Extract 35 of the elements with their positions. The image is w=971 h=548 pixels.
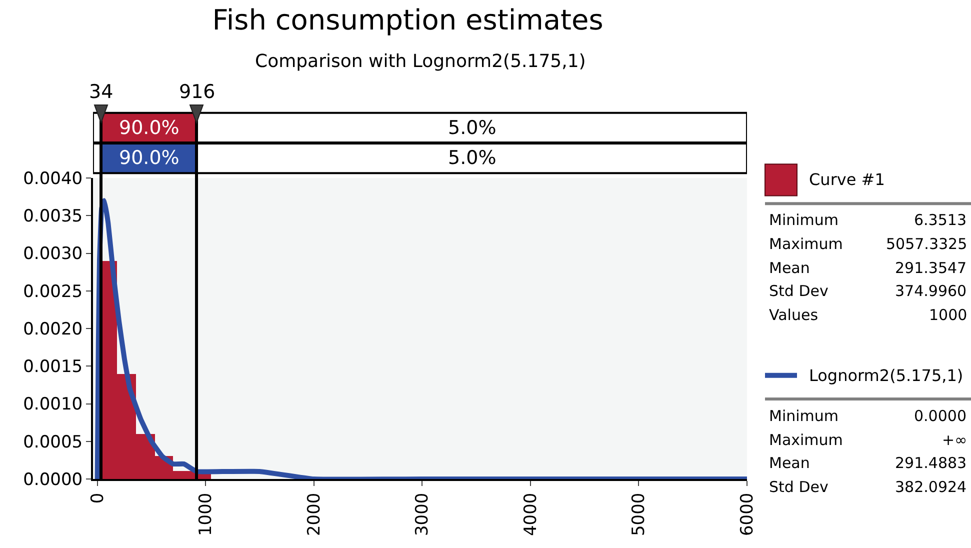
text: Mean 291.4883: [769, 454, 967, 472]
text: 5.0%: [448, 117, 496, 139]
x-tick-label: 6000: [738, 492, 758, 536]
text: Minimum 6.3513: [769, 211, 966, 229]
text: Minimum 0.0000: [769, 407, 966, 425]
legend-label: Curve #1: [809, 170, 885, 189]
x-tick-label: 4000: [520, 492, 541, 536]
x-tick-label: 3000: [412, 492, 433, 536]
chart-subtitle: Comparison with Lognorm2(5.175,1): [255, 51, 586, 72]
text: 90.0%: [119, 147, 180, 169]
text: Mean 291.3547: [769, 259, 967, 277]
text: Std Dev 382.0924: [769, 478, 967, 496]
y-tick-label: 0.0040: [23, 168, 83, 189]
text: 5.0%: [448, 147, 496, 169]
chart-title: Fish consumption estimates: [212, 4, 604, 37]
y-tick-label: 0.0015: [23, 357, 83, 378]
x-tick-label: 5000: [629, 492, 650, 536]
y-tick-label: 0.0010: [23, 394, 83, 415]
ref-line-label: 916: [179, 81, 216, 103]
text: Maximum 5057.3325: [769, 235, 968, 253]
text: 90.0%: [119, 117, 180, 139]
x-tick-label: 0: [88, 492, 108, 504]
ref-line-label: 34: [89, 81, 114, 103]
text: Maximum +∞: [769, 431, 968, 449]
text: Std Dev 374.9960: [769, 282, 967, 300]
y-tick-label: 0.0005: [23, 432, 83, 452]
x-tick-label: 2000: [304, 492, 324, 536]
legend-label: Lognorm2(5.175,1): [809, 366, 964, 385]
y-tick-label: 0.0020: [23, 319, 83, 340]
y-tick-label: 0.0025: [23, 282, 83, 302]
y-tick-label: 0.0000: [23, 470, 83, 490]
x-tick-label: 1000: [196, 492, 216, 536]
y-tick-label: 0.0030: [23, 244, 83, 264]
y-tick-label: 0.0035: [23, 206, 83, 227]
text: Values 1000: [769, 306, 968, 324]
